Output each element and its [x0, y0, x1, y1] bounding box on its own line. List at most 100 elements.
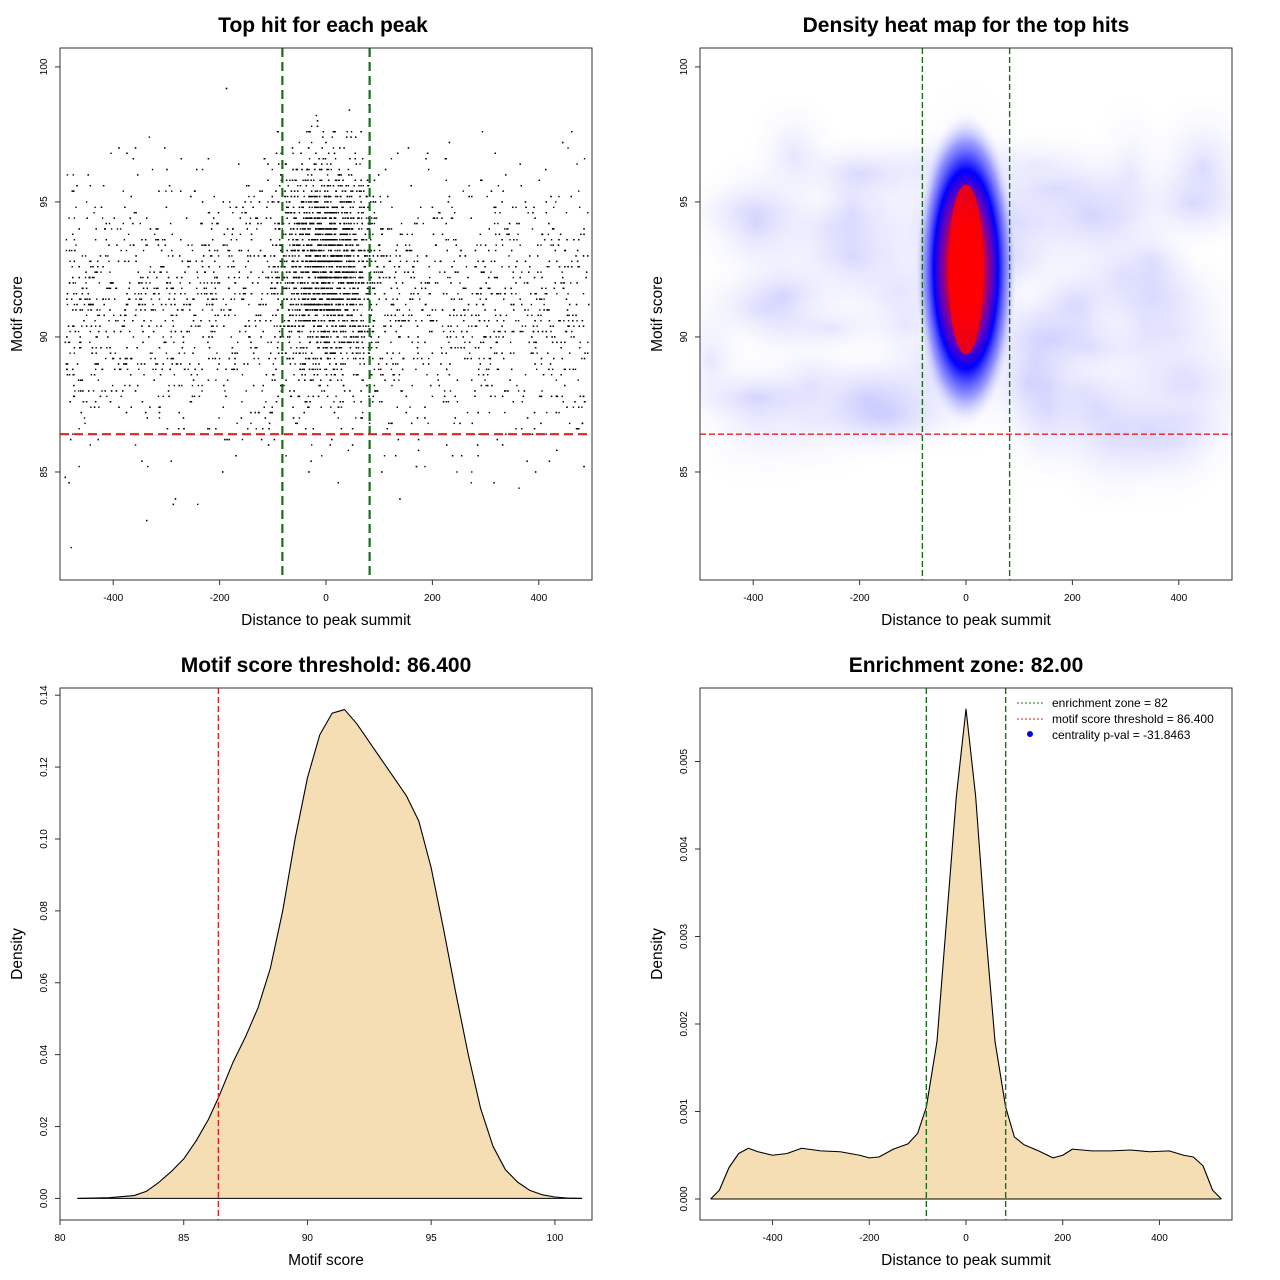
scatter-point: [290, 228, 292, 230]
scatter-point: [560, 341, 562, 344]
scatter-point: [326, 341, 329, 344]
scatter-point: [355, 293, 357, 295]
scatter-point: [321, 390, 323, 392]
scatter-point: [214, 314, 217, 317]
scatter-point: [266, 260, 269, 263]
scatter-point: [311, 260, 313, 263]
scatter-point: [149, 352, 152, 354]
scatter-point: [305, 320, 307, 322]
scatter-point: [68, 374, 71, 376]
scatter-point: [525, 206, 527, 209]
scatter-point: [156, 276, 158, 279]
scatter-point: [73, 260, 76, 263]
scatter-point: [189, 282, 191, 284]
scatter-point: [318, 217, 321, 219]
scatter-point: [302, 179, 304, 182]
scatter-point: [516, 239, 518, 241]
scatter-point: [284, 190, 286, 192]
scatter-point: [449, 363, 451, 365]
scatter-point: [371, 347, 373, 349]
scatter-point: [275, 368, 277, 371]
scatter-point: [556, 395, 559, 398]
scatter-point: [567, 293, 569, 295]
scatter-point: [158, 347, 161, 349]
scatter-point: [301, 260, 303, 263]
scatter-point: [242, 206, 244, 209]
scatter-point: [548, 460, 551, 462]
scatter-point: [488, 357, 491, 360]
scatter-point: [211, 330, 214, 333]
scatter-point: [552, 357, 555, 360]
scatter-point: [255, 217, 257, 219]
scatter-point: [505, 433, 507, 435]
scatter-point: [194, 368, 196, 371]
scatter-point: [326, 201, 328, 203]
scatter-point: [587, 341, 589, 344]
scatter-point: [380, 368, 382, 371]
scatter-point: [128, 330, 131, 333]
scatter-point: [346, 212, 348, 214]
scatter-point: [69, 352, 71, 354]
scatter-point: [421, 309, 423, 311]
scatter-point: [85, 314, 88, 317]
scatter-point: [384, 325, 387, 327]
scatter-point: [193, 395, 196, 398]
scatter-point: [98, 282, 101, 284]
scatter-point: [320, 206, 322, 209]
scatter-point: [151, 168, 154, 171]
scatter-point: [565, 212, 568, 214]
scatter-point: [141, 282, 143, 284]
scatter-point: [395, 330, 397, 333]
scatter-point: [341, 244, 344, 246]
scatter-point: [496, 341, 499, 344]
scatter-point: [485, 384, 487, 387]
scatter-point: [331, 266, 334, 268]
scatter-point: [326, 174, 329, 176]
scatter-point: [362, 158, 364, 160]
scatter-point: [373, 179, 376, 182]
scatter-point: [360, 336, 363, 338]
scatter-point: [285, 455, 287, 457]
panel-title: Top hit for each peak: [218, 14, 428, 37]
scatter-point: [564, 266, 566, 268]
scatter-point: [262, 303, 264, 306]
scatter-point: [77, 390, 80, 392]
scatter-point: [306, 233, 309, 236]
scatter-point: [233, 368, 236, 371]
scatter-point: [382, 276, 385, 279]
scatter-point: [516, 384, 518, 387]
scatter-point: [271, 271, 273, 273]
scatter-point: [225, 368, 227, 371]
scatter-point: [354, 287, 356, 290]
scatter-point: [573, 336, 575, 338]
scatter-point: [415, 465, 418, 468]
scatter-point: [330, 309, 332, 311]
scatter-point: [361, 379, 363, 381]
scatter-point: [571, 330, 573, 333]
scatter-point: [288, 201, 290, 203]
scatter-point: [113, 330, 115, 333]
scatter-point: [321, 282, 323, 284]
scatter-point: [396, 287, 398, 290]
scatter-point: [84, 422, 86, 425]
scatter-point: [479, 287, 481, 290]
scatter-point: [318, 158, 320, 160]
scatter-point: [308, 131, 310, 133]
scatter-point: [211, 309, 213, 311]
scatter-point: [200, 293, 203, 295]
scatter-point: [543, 298, 545, 300]
scatter-point: [335, 255, 337, 257]
scatter-point: [508, 255, 510, 257]
scatter-point: [343, 255, 346, 257]
scatter-point: [73, 217, 76, 219]
scatter-point: [363, 363, 366, 365]
scatter-point: [249, 217, 252, 219]
scatter-point: [191, 244, 193, 246]
scatter-point: [456, 325, 459, 327]
scatter-point: [451, 206, 453, 209]
scatter-point: [113, 357, 115, 360]
scatter-point: [67, 325, 70, 327]
scatter-point: [358, 249, 360, 252]
scatter-point: [452, 330, 455, 333]
scatter-point: [579, 347, 581, 349]
